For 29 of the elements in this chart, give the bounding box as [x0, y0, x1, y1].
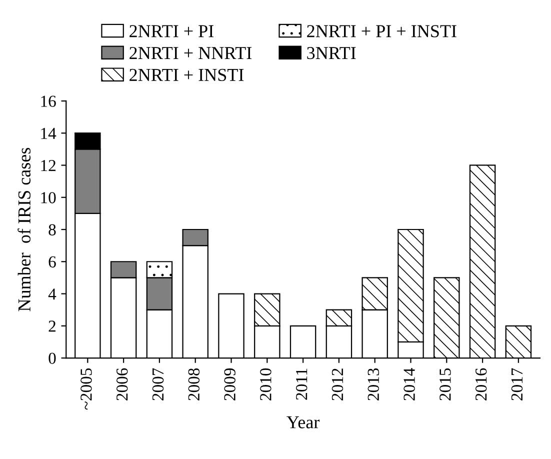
legend-label: 2NRTI + PI — [130, 25, 214, 38]
x-tick-label: 2014 — [404, 368, 415, 400]
legend-label: 2NRTI + NNRTI — [130, 47, 252, 59]
x-tick-label: 2015 — [440, 368, 451, 400]
legend-label: 2NRTI + PI + INSTI — [307, 25, 456, 38]
legend-label: 3NRTI — [307, 47, 356, 60]
y-tick-label: 10 — [41, 192, 56, 204]
y-axis-title: Number of IRIS cases — [18, 148, 31, 312]
x-tick-label: 2016 — [475, 368, 487, 400]
x-tick-label: 2007 — [152, 368, 164, 400]
x-tick-label: 2006 — [116, 368, 128, 400]
y-tick-label: 12 — [41, 160, 56, 172]
y-tick-label: 2 — [48, 320, 56, 332]
y-tick-label: 14 — [41, 128, 56, 139]
legend-label: 2NRTI + INSTI — [130, 68, 244, 82]
y-tick-label: 6 — [48, 256, 56, 268]
x-tick-label: 2017 — [511, 368, 523, 400]
x-tick-label: 2010 — [260, 368, 272, 400]
x-tick-label: 2013 — [368, 368, 380, 400]
x-axis-title: Year — [286, 416, 320, 428]
x-tick-label: 2012 — [332, 368, 344, 400]
x-tick-label: ~2005 — [80, 368, 92, 410]
x-tick-label: 2009 — [224, 368, 236, 400]
x-tick-label: 2008 — [188, 368, 200, 400]
y-tick-label: 0 — [48, 352, 56, 364]
y-tick-label: 4 — [48, 288, 56, 300]
y-tick-label: 8 — [48, 224, 56, 236]
y-tick-label: 16 — [41, 96, 56, 107]
x-tick-label: 2011 — [296, 368, 308, 400]
